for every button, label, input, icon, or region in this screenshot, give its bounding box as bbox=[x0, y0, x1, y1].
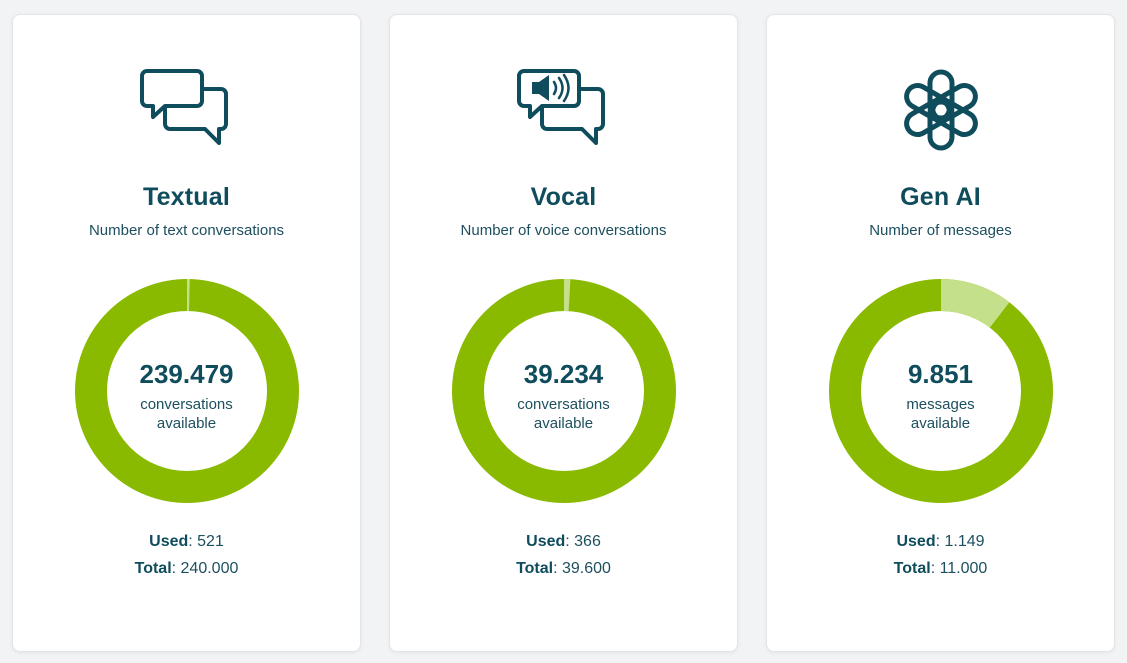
total-value: 240.000 bbox=[180, 560, 239, 577]
available-label: conversations available bbox=[75, 395, 299, 433]
used-row: Used: 521 bbox=[149, 533, 224, 550]
unit-label: conversations bbox=[517, 396, 610, 413]
usage-stats: Used: 366 Total: 39.600 bbox=[390, 528, 737, 582]
voice-chat-bubbles-icon bbox=[516, 65, 612, 155]
used-value: 521 bbox=[197, 533, 224, 550]
used-row: Used: 1.149 bbox=[896, 533, 985, 550]
usage-card-textual: Textual Number of text conversations 239… bbox=[12, 14, 361, 652]
total-row: Total: 39.600 bbox=[516, 560, 611, 577]
card-subtitle: Number of messages bbox=[869, 222, 1012, 239]
total-value: 11.000 bbox=[939, 560, 988, 577]
total-label: Total bbox=[516, 560, 554, 577]
used-label: Used bbox=[526, 533, 566, 550]
unit-label: conversations bbox=[140, 396, 233, 413]
card-subtitle: Number of voice conversations bbox=[460, 222, 667, 239]
card-title: Gen AI bbox=[900, 183, 981, 211]
usage-stats: Used: 521 Total: 240.000 bbox=[13, 528, 360, 582]
openai-logo-icon bbox=[893, 65, 989, 155]
used-label: Used bbox=[149, 533, 189, 550]
available-word: available bbox=[533, 415, 594, 432]
available-count: 9.851 bbox=[907, 359, 974, 389]
usage-card-vocal: Vocal Number of voice conversations 39.2… bbox=[389, 14, 738, 652]
donut-used-arc bbox=[74, 279, 299, 503]
donut-used-arc bbox=[828, 279, 1053, 503]
chat-bubbles-icon bbox=[139, 65, 235, 155]
donut-center: 9.851 messages available bbox=[829, 279, 1053, 503]
card-subtitle: Number of text conversations bbox=[88, 222, 285, 239]
total-label: Total bbox=[893, 560, 931, 577]
usage-stats: Used: 1.149 Total: 11.000 bbox=[767, 528, 1114, 582]
available-word: available bbox=[156, 415, 217, 432]
total-value: 39.600 bbox=[561, 560, 611, 577]
card-title: Vocal bbox=[530, 183, 597, 211]
donut-center: 239.479 conversations available bbox=[75, 279, 299, 503]
used-value: 366 bbox=[574, 533, 601, 550]
usage-donut bbox=[74, 279, 299, 503]
used-label: Used bbox=[896, 533, 936, 550]
available-word: available bbox=[910, 415, 971, 432]
usage-donut bbox=[828, 279, 1053, 503]
available-count: 239.479 bbox=[139, 359, 234, 389]
donut-center: 39.234 conversations available bbox=[452, 279, 676, 503]
usage-donut bbox=[451, 279, 676, 503]
usage-card-gen-ai: Gen AI Number of messages 9.851 messages… bbox=[766, 14, 1115, 652]
available-label: messages available bbox=[829, 395, 1053, 433]
total-row: Total: 240.000 bbox=[134, 560, 239, 577]
available-label: conversations available bbox=[452, 395, 676, 433]
unit-label: messages bbox=[906, 396, 975, 413]
used-row: Used: 366 bbox=[526, 533, 601, 550]
donut-used-arc bbox=[451, 279, 676, 503]
available-count: 39.234 bbox=[523, 359, 604, 389]
used-value: 1.149 bbox=[944, 533, 985, 550]
card-title: Textual bbox=[142, 183, 231, 211]
total-label: Total bbox=[134, 560, 172, 577]
total-row: Total: 11.000 bbox=[893, 560, 988, 577]
